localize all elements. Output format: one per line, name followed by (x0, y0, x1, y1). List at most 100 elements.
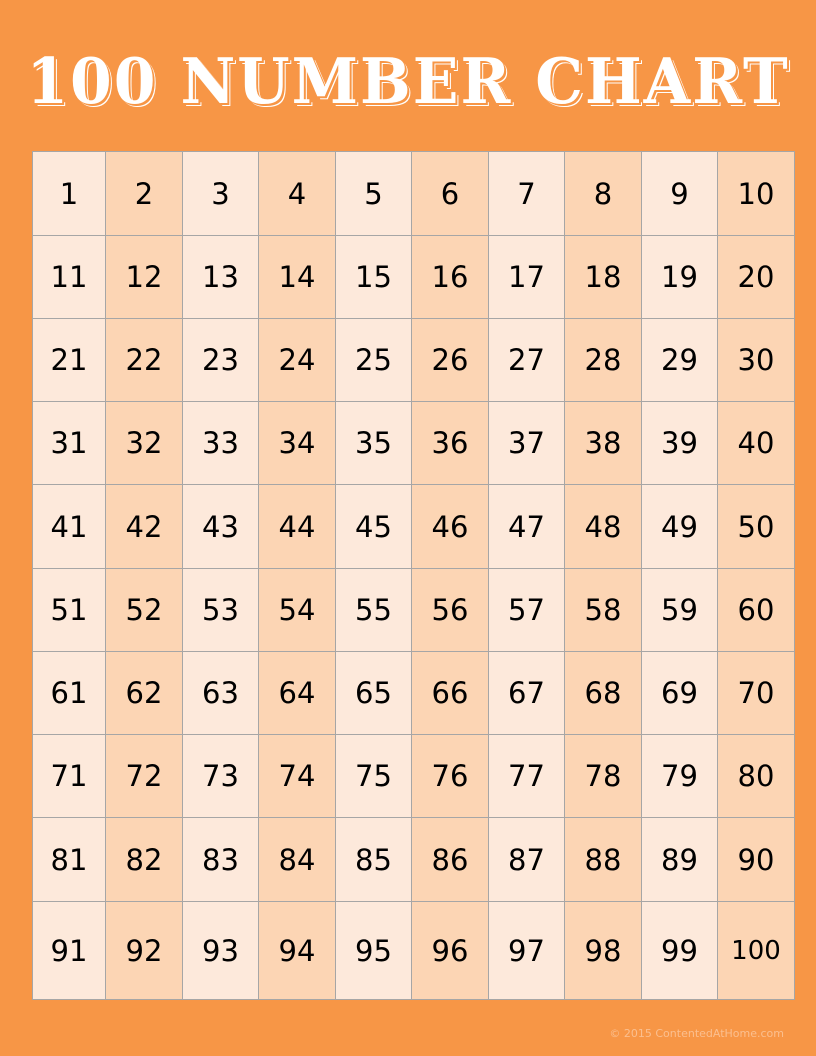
number-cell: 52 (105, 568, 183, 652)
number-cell: 88 (564, 817, 642, 902)
page-title: 100 NUMBER CHART (26, 45, 790, 119)
number-cell: 64 (258, 651, 336, 735)
number-cell: 55 (335, 568, 412, 652)
number-cell: 33 (182, 401, 259, 485)
grid-row: 31 32 33 34 35 36 37 38 39 40 (32, 401, 795, 485)
number-cell: 65 (335, 651, 412, 735)
grid-row: 71 72 73 74 75 76 77 78 79 80 (32, 734, 795, 818)
number-cell: 78 (564, 734, 642, 818)
number-cell: 86 (411, 817, 489, 902)
number-cell: 14 (258, 235, 336, 319)
number-cell: 45 (335, 484, 412, 569)
number-cell: 59 (641, 568, 718, 652)
number-cell: 80 (717, 734, 795, 818)
number-cell: 51 (32, 568, 106, 652)
number-cell: 17 (488, 235, 565, 319)
number-cell: 89 (641, 817, 718, 902)
grid-row: 11 12 13 14 15 16 17 18 19 20 (32, 235, 795, 319)
number-cell: 27 (488, 318, 565, 402)
number-cell: 2 (105, 151, 183, 236)
number-cell: 42 (105, 484, 183, 569)
number-cell: 84 (258, 817, 336, 902)
number-cell: 44 (258, 484, 336, 569)
number-cell: 75 (335, 734, 412, 818)
number-cell: 46 (411, 484, 489, 569)
number-cell: 20 (717, 235, 795, 319)
number-cell: 29 (641, 318, 718, 402)
grid-row: 81 82 83 84 85 86 87 88 89 90 (32, 817, 795, 902)
number-cell: 3 (182, 151, 259, 236)
number-cell: 47 (488, 484, 565, 569)
number-cell: 37 (488, 401, 565, 485)
number-cell: 96 (411, 901, 489, 1000)
number-cell: 4 (258, 151, 336, 236)
copyright-footer: © 2015 ContentedAtHome.com (609, 1027, 784, 1040)
number-cell: 97 (488, 901, 565, 1000)
number-cell: 91 (32, 901, 106, 1000)
number-cell: 100 (717, 901, 795, 1000)
number-cell: 19 (641, 235, 718, 319)
number-cell: 25 (335, 318, 412, 402)
number-cell: 10 (717, 151, 795, 236)
number-cell: 30 (717, 318, 795, 402)
number-cell: 43 (182, 484, 259, 569)
number-cell: 23 (182, 318, 259, 402)
number-cell: 58 (564, 568, 642, 652)
grid-row: 1 2 3 4 5 6 7 8 9 10 (32, 151, 795, 236)
number-cell: 35 (335, 401, 412, 485)
number-cell: 74 (258, 734, 336, 818)
number-cell: 21 (32, 318, 106, 402)
number-cell: 79 (641, 734, 718, 818)
number-cell: 38 (564, 401, 642, 485)
grid-row: 21 22 23 24 25 26 27 28 29 30 (32, 318, 795, 402)
number-cell: 87 (488, 817, 565, 902)
number-cell: 24 (258, 318, 336, 402)
number-cell: 50 (717, 484, 795, 569)
number-cell: 92 (105, 901, 183, 1000)
number-grid: 1 2 3 4 5 6 7 8 9 10 11 12 13 14 15 16 17 18 19 20 21 22 23 24 2… (32, 151, 795, 1000)
grid-row: 51 52 53 54 55 56 57 58 59 60 (32, 568, 795, 652)
number-cell: 22 (105, 318, 183, 402)
grid-row: 91 92 93 94 95 96 97 98 99 100 (32, 901, 795, 1000)
number-cell: 49 (641, 484, 718, 569)
number-cell: 41 (32, 484, 106, 569)
number-cell: 36 (411, 401, 489, 485)
number-cell: 5 (335, 151, 412, 236)
number-cell: 48 (564, 484, 642, 569)
number-cell: 28 (564, 318, 642, 402)
number-cell: 31 (32, 401, 106, 485)
number-cell: 34 (258, 401, 336, 485)
number-cell: 12 (105, 235, 183, 319)
number-cell: 83 (182, 817, 259, 902)
number-cell: 60 (717, 568, 795, 652)
grid-row: 41 42 43 44 45 46 47 48 49 50 (32, 484, 795, 569)
number-cell: 94 (258, 901, 336, 1000)
number-cell: 61 (32, 651, 106, 735)
number-cell: 85 (335, 817, 412, 902)
number-cell: 81 (32, 817, 106, 902)
number-cell: 6 (411, 151, 489, 236)
number-cell: 98 (564, 901, 642, 1000)
number-cell: 9 (641, 151, 718, 236)
number-cell: 76 (411, 734, 489, 818)
number-cell: 62 (105, 651, 183, 735)
number-cell: 63 (182, 651, 259, 735)
number-cell: 18 (564, 235, 642, 319)
number-cell: 32 (105, 401, 183, 485)
number-cell: 67 (488, 651, 565, 735)
number-cell: 15 (335, 235, 412, 319)
number-cell: 68 (564, 651, 642, 735)
number-cell: 11 (32, 235, 106, 319)
number-cell: 57 (488, 568, 565, 652)
number-cell: 26 (411, 318, 489, 402)
number-cell: 13 (182, 235, 259, 319)
number-cell: 16 (411, 235, 489, 319)
number-cell: 77 (488, 734, 565, 818)
number-cell: 95 (335, 901, 412, 1000)
number-cell: 53 (182, 568, 259, 652)
number-cell: 73 (182, 734, 259, 818)
number-cell: 66 (411, 651, 489, 735)
grid-row: 61 62 63 64 65 66 67 68 69 70 (32, 651, 795, 735)
number-cell: 82 (105, 817, 183, 902)
number-cell: 39 (641, 401, 718, 485)
